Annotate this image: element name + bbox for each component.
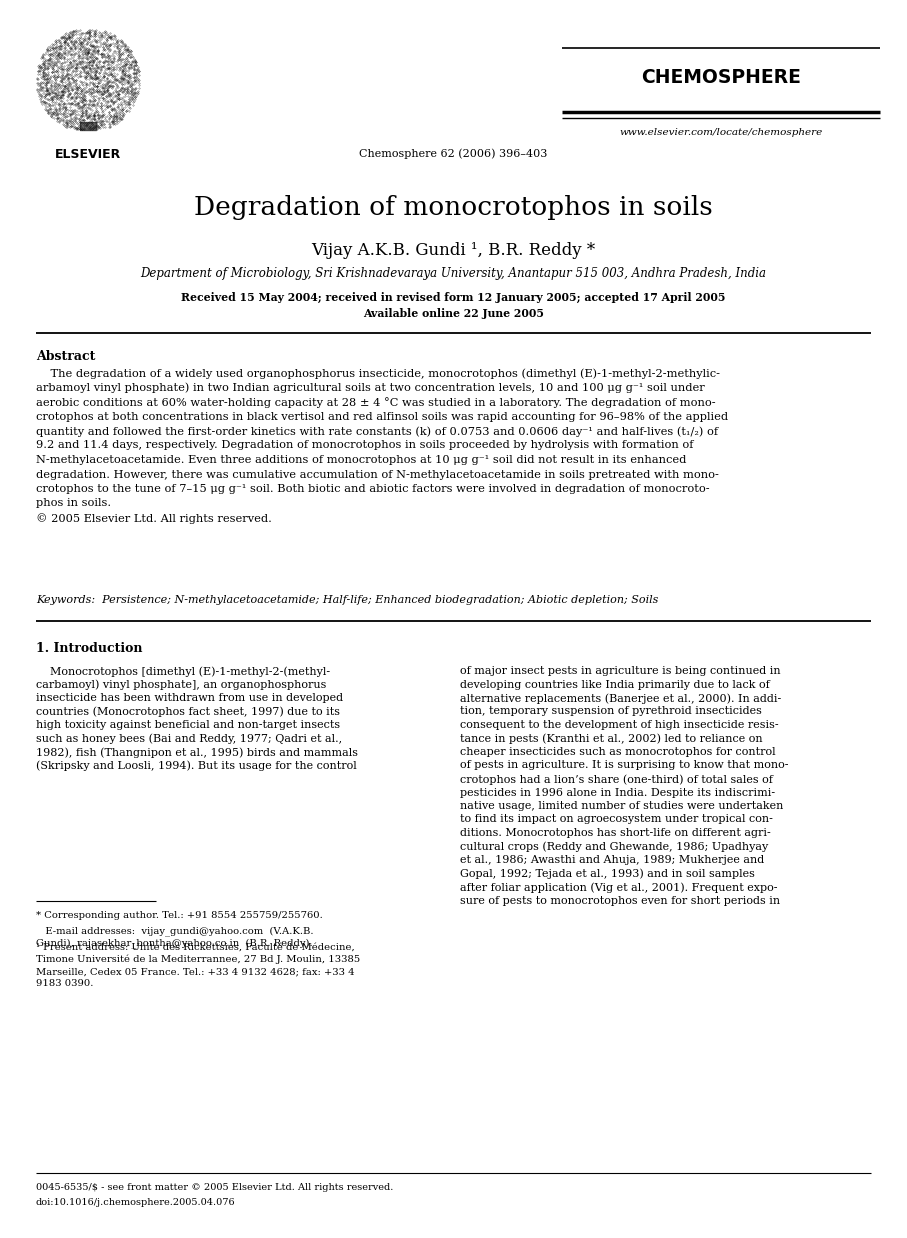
Text: degradation. However, there was cumulative accumulation of N-methylacetoacetamid: degradation. However, there was cumulati… [36, 469, 719, 479]
Text: developing countries like India primarily due to lack of: developing countries like India primaril… [460, 680, 770, 690]
Text: Department of Microbiology, Sri Krishnadevaraya University, Anantapur 515 003, A: Department of Microbiology, Sri Krishnad… [141, 267, 766, 280]
Text: Monocrotophos [dimethyl (E)-1-methyl-2-(methyl-: Monocrotophos [dimethyl (E)-1-methyl-2-(… [36, 666, 330, 676]
Text: Timone Université de la Mediterrannee, 27 Bd J. Moulin, 13385: Timone Université de la Mediterrannee, 2… [36, 954, 360, 964]
Text: consequent to the development of high insecticide resis-: consequent to the development of high in… [460, 721, 778, 730]
Text: www.elsevier.com/locate/chemosphere: www.elsevier.com/locate/chemosphere [619, 128, 823, 137]
Text: ELSEVIER: ELSEVIER [55, 149, 122, 161]
Text: N-methylacetoacetamide. Even three additions of monocrotophos at 10 μg g⁻¹ soil : N-methylacetoacetamide. Even three addit… [36, 456, 687, 465]
Text: crotophos to the tune of 7–15 μg g⁻¹ soil. Both biotic and abiotic factors were : crotophos to the tune of 7–15 μg g⁻¹ soi… [36, 484, 709, 494]
Text: 9.2 and 11.4 days, respectively. Degradation of monocrotophos in soils proceeded: 9.2 and 11.4 days, respectively. Degrada… [36, 441, 694, 451]
Text: Degradation of monocrotophos in soils: Degradation of monocrotophos in soils [194, 196, 713, 220]
Text: sure of pests to monocrotophos even for short periods in: sure of pests to monocrotophos even for … [460, 895, 780, 905]
Text: to find its impact on agroecosystem under tropical con-: to find its impact on agroecosystem unde… [460, 815, 773, 825]
Text: Gopal, 1992; Tejada et al., 1993) and in soil samples: Gopal, 1992; Tejada et al., 1993) and in… [460, 869, 755, 879]
Text: Gundi), rajasekhar_bontha@yahoo.co.in  (B.R. Reddy).: Gundi), rajasekhar_bontha@yahoo.co.in (B… [36, 938, 313, 948]
Text: alternative replacements (Banerjee et al., 2000). In addi-: alternative replacements (Banerjee et al… [460, 693, 781, 703]
Text: 0045-6535/$ - see front matter © 2005 Elsevier Ltd. All rights reserved.: 0045-6535/$ - see front matter © 2005 El… [36, 1184, 394, 1192]
Text: CHEMOSPHERE: CHEMOSPHERE [641, 68, 801, 87]
Text: pesticides in 1996 alone in India. Despite its indiscrimi-: pesticides in 1996 alone in India. Despi… [460, 787, 775, 797]
Text: tion, temporary suspension of pyrethroid insecticides: tion, temporary suspension of pyrethroid… [460, 707, 762, 717]
Text: arbamoyl vinyl phosphate) in two Indian agricultural soils at two concentration : arbamoyl vinyl phosphate) in two Indian … [36, 383, 705, 392]
Text: crotophos at both concentrations in black vertisol and red alfinsol soils was ra: crotophos at both concentrations in blac… [36, 411, 728, 421]
Text: cheaper insecticides such as monocrotophos for control: cheaper insecticides such as monocrotoph… [460, 747, 775, 756]
Text: of pests in agriculture. It is surprising to know that mono-: of pests in agriculture. It is surprisin… [460, 760, 788, 770]
Text: countries (Monocrotophos fact sheet, 1997) due to its: countries (Monocrotophos fact sheet, 199… [36, 707, 340, 717]
Text: quantity and followed the first-order kinetics with rate constants (k) of 0.0753: quantity and followed the first-order ki… [36, 426, 718, 437]
Text: et al., 1986; Awasthi and Ahuja, 1989; Mukherjee and: et al., 1986; Awasthi and Ahuja, 1989; M… [460, 855, 765, 865]
Text: * Corresponding author. Tel.: +91 8554 255759/255760.: * Corresponding author. Tel.: +91 8554 2… [36, 911, 323, 920]
Text: Received 15 May 2004; received in revised form 12 January 2005; accepted 17 Apri: Received 15 May 2004; received in revise… [181, 292, 726, 303]
Text: Keywords:  Persistence; N-methylacetoacetamide; Half-life; Enhanced biodegradati: Keywords: Persistence; N-methylacetoacet… [36, 595, 658, 605]
Text: carbamoyl) vinyl phosphate], an organophosphorus: carbamoyl) vinyl phosphate], an organoph… [36, 680, 327, 690]
Text: high toxicity against beneficial and non-target insects: high toxicity against beneficial and non… [36, 721, 340, 730]
Text: Vijay A.K.B. Gundi ¹, B.R. Reddy *: Vijay A.K.B. Gundi ¹, B.R. Reddy * [311, 241, 596, 259]
Text: Chemosphere 62 (2006) 396–403: Chemosphere 62 (2006) 396–403 [359, 149, 548, 158]
Text: © 2005 Elsevier Ltd. All rights reserved.: © 2005 Elsevier Ltd. All rights reserved… [36, 513, 272, 524]
Text: Abstract: Abstract [36, 350, 95, 363]
Text: ¹ Present address: Unite des Rickettsies, Faculté de Médecine,: ¹ Present address: Unite des Rickettsies… [36, 943, 355, 952]
Text: E-mail addresses:  vijay_gundi@yahoo.com  (V.A.K.B.: E-mail addresses: vijay_gundi@yahoo.com … [36, 926, 314, 936]
Text: 1982), fish (Thangnipon et al., 1995) birds and mammals: 1982), fish (Thangnipon et al., 1995) bi… [36, 747, 358, 758]
Text: of major insect pests in agriculture is being continued in: of major insect pests in agriculture is … [460, 666, 781, 676]
Text: aerobic conditions at 60% water-holding capacity at 28 ± 4 °C was studied in a l: aerobic conditions at 60% water-holding … [36, 397, 716, 407]
Text: insecticide has been withdrawn from use in developed: insecticide has been withdrawn from use … [36, 693, 343, 703]
Text: 1. Introduction: 1. Introduction [36, 643, 142, 655]
Text: native usage, limited number of studies were undertaken: native usage, limited number of studies … [460, 801, 784, 811]
Text: tance in pests (Kranthi et al., 2002) led to reliance on: tance in pests (Kranthi et al., 2002) le… [460, 733, 763, 744]
Text: Available online 22 June 2005: Available online 22 June 2005 [363, 308, 544, 319]
Text: ditions. Monocrotophos has short-life on different agri-: ditions. Monocrotophos has short-life on… [460, 828, 771, 838]
Text: Marseille, Cedex 05 France. Tel.: +33 4 9132 4628; fax: +33 4: Marseille, Cedex 05 France. Tel.: +33 4 … [36, 967, 355, 976]
Text: cultural crops (Reddy and Ghewande, 1986; Upadhyay: cultural crops (Reddy and Ghewande, 1986… [460, 842, 768, 852]
Text: 9183 0390.: 9183 0390. [36, 979, 93, 988]
Text: The degradation of a widely used organophosphorus insecticide, monocrotophos (di: The degradation of a widely used organop… [36, 368, 720, 379]
Text: such as honey bees (Bai and Reddy, 1977; Qadri et al.,: such as honey bees (Bai and Reddy, 1977;… [36, 733, 342, 744]
Text: (Skripsky and Loosli, 1994). But its usage for the control: (Skripsky and Loosli, 1994). But its usa… [36, 760, 356, 771]
Text: crotophos had a lion’s share (one-third) of total sales of: crotophos had a lion’s share (one-third)… [460, 774, 773, 785]
Text: phos in soils.: phos in soils. [36, 499, 112, 509]
Text: doi:10.1016/j.chemosphere.2005.04.076: doi:10.1016/j.chemosphere.2005.04.076 [36, 1198, 236, 1207]
Text: after foliar application (Vig et al., 2001). Frequent expo-: after foliar application (Vig et al., 20… [460, 881, 777, 893]
